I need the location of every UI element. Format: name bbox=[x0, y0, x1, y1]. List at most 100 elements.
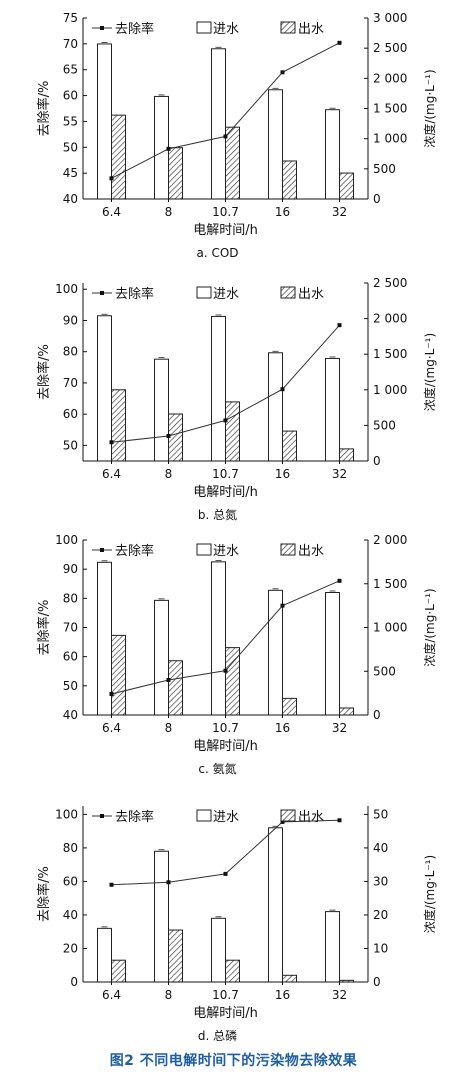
tick-label-right: 0 bbox=[373, 708, 381, 722]
point-removal bbox=[337, 578, 342, 583]
bar-effluent bbox=[168, 147, 183, 200]
chart-subtitle: a. COD bbox=[196, 246, 238, 260]
tick-label-x: 32 bbox=[332, 467, 347, 481]
tick-label-left: 80 bbox=[63, 591, 78, 605]
legend-swatch-influent bbox=[196, 21, 212, 34]
tick-label-right: 20 bbox=[373, 908, 388, 922]
tick-label-left: 90 bbox=[63, 313, 78, 327]
tick-label-right: 0 bbox=[373, 454, 381, 468]
tick-label-x: 6.4 bbox=[102, 988, 121, 1002]
point-removal bbox=[166, 880, 171, 885]
point-removal bbox=[280, 70, 285, 75]
bar-effluent bbox=[339, 172, 354, 200]
bar-influent bbox=[325, 592, 340, 716]
tick-label-left: 65 bbox=[63, 63, 78, 77]
tick-label-x: 32 bbox=[332, 205, 347, 219]
tick-label-left: 70 bbox=[63, 621, 78, 635]
bar-influent bbox=[325, 109, 340, 200]
tick-label-left: 100 bbox=[55, 807, 78, 821]
bar-effluent bbox=[111, 389, 126, 462]
bar-effluent bbox=[225, 126, 240, 200]
tick-label-x: 16 bbox=[275, 467, 290, 481]
tick-label-right: 2 000 bbox=[373, 533, 407, 547]
tick-label-x: 16 bbox=[275, 205, 290, 219]
tick-label-left: 55 bbox=[63, 114, 78, 128]
tick-label-left: 80 bbox=[63, 345, 78, 359]
tick-label-left: 40 bbox=[63, 908, 78, 922]
legend-swatch-effluent bbox=[280, 286, 296, 299]
tick-label-left: 80 bbox=[63, 841, 78, 855]
bar-influent bbox=[97, 561, 112, 716]
tick-label-x: 8 bbox=[165, 205, 173, 219]
point-removal bbox=[280, 819, 285, 824]
point-removal bbox=[166, 146, 171, 151]
tick-label-right: 0 bbox=[373, 975, 381, 989]
tick-label-x: 16 bbox=[275, 721, 290, 735]
tick-label-left: 60 bbox=[63, 89, 78, 103]
legend-label-removal: 去除率 bbox=[115, 21, 154, 37]
legend-label-influent: 进水 bbox=[213, 544, 239, 559]
legend-label-removal: 去除率 bbox=[115, 286, 154, 302]
legend-label-influent: 进水 bbox=[213, 22, 239, 37]
tick-label-left: 50 bbox=[63, 679, 78, 693]
legend-label-effluent: 出水 bbox=[298, 810, 324, 825]
bar-influent bbox=[154, 599, 169, 716]
y-axis-title-right: 浓度/(mg·L⁻¹) bbox=[422, 588, 437, 666]
tick-label-x: 32 bbox=[332, 988, 347, 1002]
legend-point-symbol bbox=[100, 26, 104, 30]
point-removal bbox=[166, 434, 171, 439]
tick-label-x: 6.4 bbox=[102, 467, 121, 481]
tick-label-x: 16 bbox=[275, 988, 290, 1002]
tick-label-x: 10.7 bbox=[212, 988, 239, 1002]
tick-label-right: 500 bbox=[373, 664, 396, 678]
point-removal bbox=[223, 134, 228, 139]
tick-label-left: 60 bbox=[63, 407, 78, 421]
tick-label-right: 1 500 bbox=[373, 347, 407, 361]
tick-label-left: 90 bbox=[63, 562, 78, 576]
bar-effluent bbox=[111, 959, 126, 983]
bar-influent bbox=[97, 43, 112, 200]
tick-label-left: 70 bbox=[63, 376, 78, 390]
tick-label-right: 10 bbox=[373, 941, 388, 955]
tick-label-left: 50 bbox=[63, 140, 78, 154]
tick-label-right: 500 bbox=[373, 162, 396, 176]
chart-subtitle: b. 总氮 bbox=[198, 507, 237, 522]
tick-label-left: 50 bbox=[63, 438, 78, 452]
bar-influent bbox=[154, 358, 169, 462]
legend-swatch-effluent bbox=[280, 21, 296, 34]
point-removal bbox=[109, 692, 114, 696]
point-removal bbox=[280, 387, 285, 392]
legend-label-influent: 进水 bbox=[213, 287, 239, 302]
legend-swatch-influent bbox=[196, 543, 212, 556]
chart-1: 40 45 50 55 60 65 70 75 0 500 1 000 1 500 2 000 2 500… bbox=[36, 11, 437, 260]
tick-label-right: 1 000 bbox=[373, 621, 407, 635]
y-axis-title-left: 去除率/% bbox=[36, 81, 52, 137]
bar-effluent bbox=[282, 697, 297, 716]
tick-label-left: 40 bbox=[63, 708, 78, 722]
tick-label-x: 8 bbox=[165, 988, 173, 1002]
legend-label-influent: 进水 bbox=[213, 810, 239, 825]
chart-4: 0 20 40 60 80 100 0 10 20 30 40 50 6.4 8 10.7 16 32 电解时间/… bbox=[36, 806, 437, 1043]
tick-label-right: 1 500 bbox=[373, 577, 407, 591]
y-axis-title-right: 浓度/(mg·L⁻¹) bbox=[422, 333, 437, 411]
tick-label-x: 32 bbox=[332, 721, 347, 735]
bar-effluent bbox=[168, 929, 183, 983]
y-axis-title-left: 去除率/% bbox=[36, 344, 52, 400]
tick-label-left: 100 bbox=[55, 533, 78, 547]
tick-label-left: 75 bbox=[63, 11, 78, 25]
point-removal bbox=[223, 871, 228, 876]
point-removal bbox=[109, 882, 114, 887]
x-axis-title: 电解时间/h bbox=[193, 485, 258, 500]
y-axis-title-right: 浓度/(mg·L⁻¹) bbox=[422, 69, 437, 147]
bar-influent bbox=[268, 589, 283, 716]
point-removal bbox=[166, 678, 171, 682]
tick-label-left: 60 bbox=[63, 874, 78, 888]
chart-subtitle: d. 总磷 bbox=[198, 1028, 237, 1043]
point-removal bbox=[223, 668, 228, 673]
legend-point-symbol bbox=[100, 814, 104, 818]
tick-label-x: 10.7 bbox=[212, 467, 239, 481]
tick-label-right: 500 bbox=[373, 418, 396, 432]
